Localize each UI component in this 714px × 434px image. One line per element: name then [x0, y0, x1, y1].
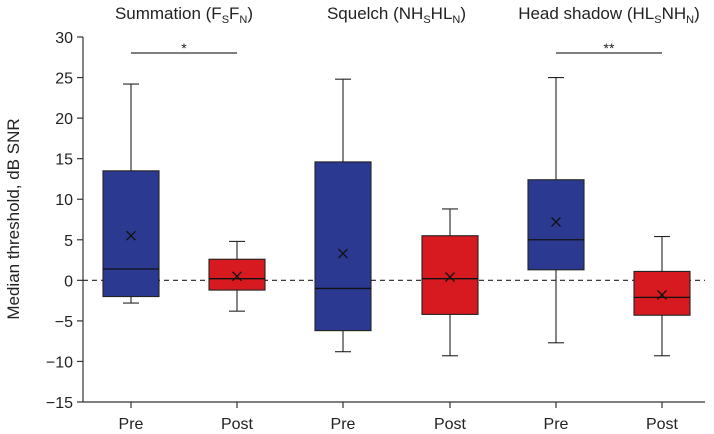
group-title-subscript: N: [452, 14, 460, 26]
group-titles: Summation (FSFN) Squelch (NHSHLN) Head sha…: [115, 4, 700, 26]
mean-marker: [551, 216, 561, 227]
plot-area: [83, 77, 705, 357]
y-tick-label: −10: [46, 354, 73, 371]
group-title-text: ): [694, 4, 700, 23]
group-title: Head shadow (HLSNHN): [518, 4, 700, 26]
x-tick-label: Pre: [331, 416, 356, 433]
y-tick-label: 10: [55, 192, 73, 209]
mean-marker: [445, 272, 455, 283]
group-title-text: F: [229, 4, 239, 23]
group-title-text: Squelch (NH: [327, 4, 423, 23]
group-title: Summation (FSFN): [115, 4, 253, 26]
y-tick-label: −15: [46, 395, 73, 412]
box-post: [208, 240, 266, 312]
mean-marker: [232, 271, 242, 282]
box-iqr: [102, 170, 160, 298]
box-post: [633, 235, 691, 357]
y-tick-label: 25: [55, 71, 73, 88]
box-iqr: [208, 258, 266, 291]
y-tick-label: 0: [64, 273, 73, 290]
group-title-subscript: N: [239, 14, 247, 26]
group-title-text: NH: [662, 4, 687, 23]
box-iqr: [314, 161, 372, 332]
box-pre: [102, 83, 160, 304]
box-pre: [527, 77, 585, 344]
y-tick-label: 15: [55, 152, 73, 169]
y-tick-label: 30: [55, 30, 73, 47]
box-pre: [314, 78, 372, 353]
mean-marker: [338, 248, 348, 259]
group-title-subscript: S: [423, 14, 430, 26]
x-tick-label: Post: [434, 416, 467, 433]
box-post: [421, 208, 479, 357]
x-tick-label: Post: [221, 416, 254, 433]
group-title: Squelch (NHSHLN): [327, 4, 466, 26]
significance-annotations: * **: [131, 40, 662, 56]
x-tick-label: Pre: [119, 416, 144, 433]
y-tick-label: 20: [55, 111, 73, 128]
mean-marker: [126, 230, 136, 241]
y-tick-label: −5: [55, 314, 73, 331]
y-axis-label: Median threshold, dB SNR: [4, 118, 23, 319]
y-axis: 30 25 20 15 10 5 0 −5 −10 −15: [46, 30, 84, 412]
group-title-text: ): [460, 4, 466, 23]
x-tick-label: Pre: [544, 416, 569, 433]
box-iqr: [527, 179, 585, 271]
x-axis: Pre Post Pre Post Pre Post: [83, 401, 705, 433]
group-title-text: HL: [431, 4, 453, 23]
x-tick-label: Post: [646, 416, 679, 433]
group-title-subscript: S: [654, 14, 661, 26]
group-title-subscript: N: [686, 14, 694, 26]
group-title-text: Head shadow (HL: [518, 4, 654, 23]
y-tick-label: 5: [64, 233, 73, 250]
box-iqr: [421, 235, 479, 315]
significance-marker: **: [604, 40, 615, 56]
group-title-text: Summation (F: [115, 4, 222, 23]
significance-marker: *: [181, 40, 187, 56]
group-title-text: ): [247, 4, 253, 23]
box-iqr: [633, 270, 691, 316]
group-title-subscript: S: [222, 14, 229, 26]
mean-marker: [657, 289, 667, 300]
